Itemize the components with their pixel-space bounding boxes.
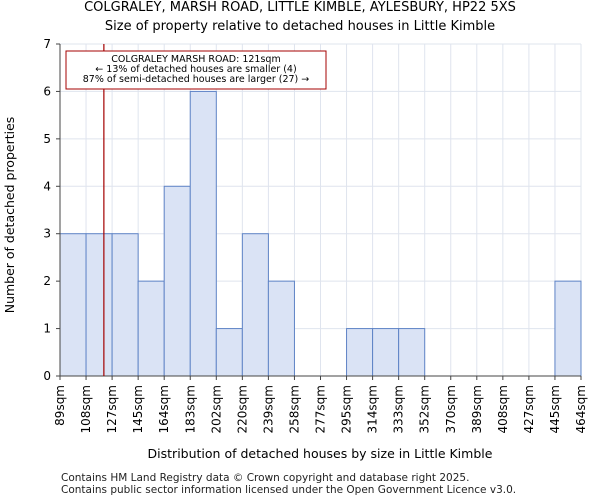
y-tick-label: 3	[43, 227, 51, 241]
bar-445sqm	[554, 280, 582, 377]
y-tick-label: 6	[43, 84, 51, 98]
chart-title: COLGRALEY, MARSH ROAD, LITTLE KIMBLE, AY…	[84, 0, 516, 15]
chart-subtitle: Size of property relative to detached ho…	[104, 19, 496, 34]
x-tick-label: 445sqm	[548, 385, 562, 433]
bar-220sqm	[241, 233, 269, 377]
y-tick-label: 0	[43, 369, 51, 383]
x-tick-label: 314sqm	[366, 385, 380, 433]
x-tick-label: 239sqm	[261, 385, 275, 433]
x-tick-label: 295sqm	[340, 385, 354, 433]
annotation-line-2: ← 13% of detached houses are smaller (4)	[95, 64, 296, 75]
x-tick-label: 127sqm	[105, 385, 119, 433]
x-tick-label: 277sqm	[314, 385, 328, 433]
bar-183sqm	[189, 90, 217, 377]
bar-295sqm	[346, 328, 374, 377]
footer-licence: Contains public sector information licen…	[61, 484, 517, 496]
x-tick-label: 202sqm	[209, 385, 223, 433]
bar-89sqm	[59, 233, 87, 377]
annotation-box	[65, 50, 327, 90]
bar-108sqm	[85, 233, 113, 377]
y-tick-label: 7	[43, 37, 51, 51]
x-tick-label: 108sqm	[79, 385, 93, 433]
x-tick-label: 389sqm	[470, 385, 484, 433]
bar-239sqm	[267, 280, 295, 377]
bar-164sqm	[163, 185, 191, 377]
x-tick-label: 464sqm	[574, 385, 588, 433]
x-tick-label: 258sqm	[287, 385, 301, 433]
x-tick-label: 145sqm	[131, 385, 145, 433]
y-tick-label: 1	[43, 322, 51, 336]
x-tick-label: 370sqm	[444, 385, 458, 433]
footer-copyright: Contains HM Land Registry data © Crown c…	[61, 472, 470, 484]
x-tick-label: 333sqm	[392, 385, 406, 433]
x-tick-label: 89sqm	[53, 385, 67, 426]
y-tick-label: 5	[43, 132, 51, 146]
bar-127sqm	[111, 233, 139, 377]
x-axis-label: Distribution of detached houses by size …	[148, 446, 493, 461]
y-tick-label: 2	[43, 274, 51, 288]
x-tick-label: 427sqm	[522, 385, 536, 433]
bar-145sqm	[137, 280, 165, 377]
bar-333sqm	[398, 328, 426, 377]
x-tick-label: 164sqm	[157, 385, 171, 433]
x-tick-label: 183sqm	[183, 385, 197, 433]
bar-202sqm	[215, 328, 243, 377]
property-marker: COLGRALEY MARSH ROAD: 121sqm← 13% of det…	[65, 44, 327, 376]
x-tick-label: 352sqm	[418, 385, 432, 433]
x-tick-label: 408sqm	[496, 385, 510, 433]
axes: 0 1 2 3 4 5 6 7 89sqm 108sqm 127sqm 145sqm 164sqm 183…	[43, 37, 588, 433]
y-tick-label: 4	[43, 179, 51, 193]
annotation-line-1: COLGRALEY MARSH ROAD: 121sqm	[111, 54, 280, 65]
x-tick-label: 220sqm	[235, 385, 249, 433]
y-axis-label: Number of detached properties	[2, 117, 17, 314]
bars	[59, 90, 582, 377]
bar-314sqm	[372, 328, 400, 377]
annotation-line-3: 87% of semi-detached houses are larger (…	[83, 74, 310, 85]
